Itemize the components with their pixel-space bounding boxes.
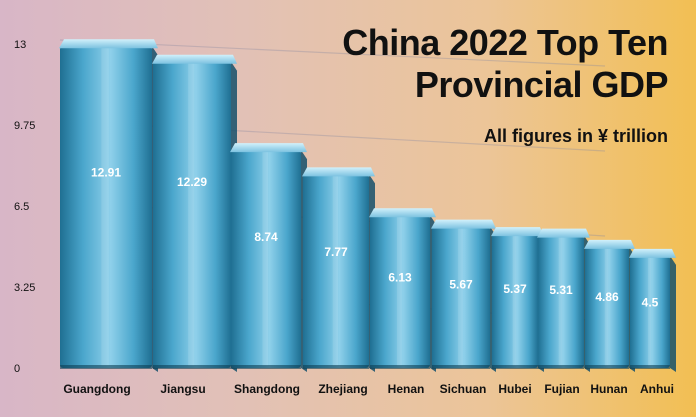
bar-value-label: 12.29: [177, 175, 207, 189]
bar-value-label: 5.37: [503, 282, 527, 296]
value-labels: 12.91 12.29 8.74 7.77 6.13 5.67 5.37 5.31 4.86 4.…: [91, 166, 659, 310]
bar-value-label: 7.77: [324, 245, 348, 259]
x-category-label: Fujian: [544, 382, 579, 396]
y-tick-label: 3.25: [14, 282, 35, 294]
bar: [369, 208, 436, 372]
x-axis-labels: Guangdong Jiangsu Shangdong Zhejiang Henan Si…: [63, 382, 674, 396]
bar: [431, 219, 496, 372]
bar: [584, 239, 635, 372]
chart-subtitle: All figures in ¥ trillion: [483, 126, 668, 146]
bar: [537, 228, 590, 372]
y-axis: 0 3.25 6.5 9.75 13: [14, 39, 35, 375]
bar-value-label: 5.31: [549, 283, 573, 297]
bar-value-label: 12.91: [91, 166, 121, 180]
bar: [629, 248, 676, 372]
y-tick-label: 0: [14, 363, 20, 375]
bar-value-label: 4.86: [595, 290, 619, 304]
y-tick-label: 9.75: [14, 120, 35, 132]
x-category-label: Zhejiang: [318, 382, 367, 396]
bar-value-label: 5.67: [449, 277, 473, 291]
x-category-label: Jiangsu: [160, 382, 205, 396]
bar-value-label: 6.13: [388, 270, 412, 284]
x-category-label: Guangdong: [63, 382, 130, 396]
x-category-label: Sichuan: [440, 382, 487, 396]
x-category-label: Hubei: [498, 382, 531, 396]
bar-value-label: 4.5: [642, 295, 659, 309]
bars: [59, 39, 676, 373]
bar: [302, 167, 375, 372]
chart-title: China 2022 Top Ten Provincial GDP: [342, 22, 668, 105]
x-category-label: Anhui: [640, 382, 674, 396]
y-tick-label: 13: [14, 39, 26, 51]
bar: [152, 54, 237, 373]
bar: [230, 143, 307, 372]
x-category-label: Shangdong: [234, 382, 300, 396]
y-tick-label: 6.5: [14, 201, 29, 213]
bar: [59, 39, 158, 373]
x-category-label: Henan: [388, 382, 425, 396]
x-category-label: Hunan: [590, 382, 627, 396]
bar-value-label: 8.74: [254, 230, 278, 244]
bar: [491, 227, 544, 372]
